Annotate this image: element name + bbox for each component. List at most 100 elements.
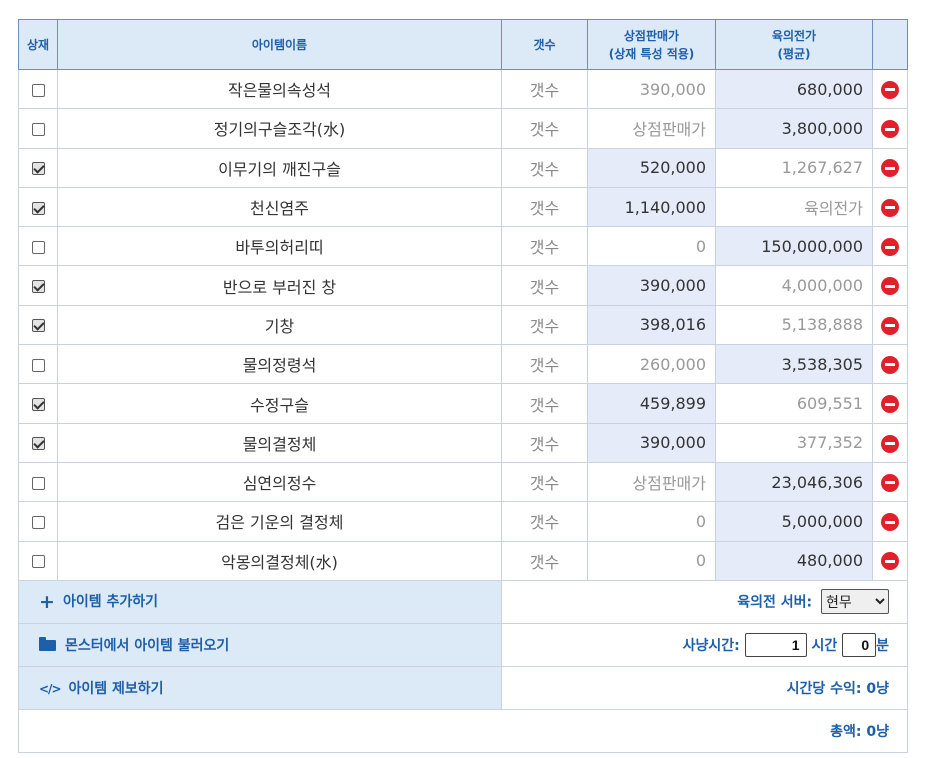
remove-circle-icon[interactable] xyxy=(881,473,899,492)
load-from-monster-button[interactable]: 몬스터에서 아이템 불러오기 xyxy=(18,622,502,667)
shop-price-input[interactable]: 390,000 xyxy=(587,422,716,463)
header-shop-price-note: (상재 특성 적용) xyxy=(608,46,695,61)
remove-circle-icon[interactable] xyxy=(881,434,899,453)
shop-price-input[interactable]: 0 xyxy=(587,540,716,581)
shop-trait-checkbox[interactable] xyxy=(31,319,45,333)
shop-price-input[interactable]: 398,016 xyxy=(587,304,716,346)
table-row: 심연의정수 갯수 상점판매가 23,046,306 xyxy=(18,461,908,503)
market-price-input[interactable]: 3,538,305 xyxy=(715,344,873,385)
count-input[interactable]: 갯수 xyxy=(501,344,588,385)
row-checkbox-cell xyxy=(18,344,58,385)
row-checkbox-cell xyxy=(18,68,58,110)
item-name: 이무기의 깨진구슬 xyxy=(57,147,502,188)
market-price-input[interactable]: 609,551 xyxy=(715,383,873,424)
shop-price-input[interactable]: 260,000 xyxy=(587,344,716,385)
count-input[interactable]: 갯수 xyxy=(501,265,588,306)
delete-cell xyxy=(872,147,908,188)
count-input[interactable]: 갯수 xyxy=(501,108,588,149)
count-input[interactable]: 갯수 xyxy=(501,304,588,346)
item-table: 상재 아이템이름 갯수 상점판매가 (상재 특성 적용) 육의전가 (평균) 작… xyxy=(18,19,908,581)
market-price-input[interactable]: 680,000 xyxy=(715,68,873,110)
remove-circle-icon[interactable] xyxy=(881,80,899,99)
market-price-input[interactable]: 5,138,888 xyxy=(715,304,873,346)
market-price-input[interactable]: 1,267,627 xyxy=(715,147,873,188)
count-input[interactable]: 갯수 xyxy=(501,422,588,463)
remove-circle-icon[interactable] xyxy=(881,316,899,335)
count-input[interactable]: 갯수 xyxy=(501,501,588,542)
count-input[interactable]: 갯수 xyxy=(501,226,588,267)
code-icon: </> xyxy=(39,681,61,696)
remove-circle-icon[interactable] xyxy=(881,159,899,178)
shop-trait-checkbox[interactable] xyxy=(31,83,45,97)
item-name: 물의결정체 xyxy=(57,422,502,463)
count-input[interactable]: 갯수 xyxy=(501,461,588,503)
shop-price-input[interactable]: 0 xyxy=(587,226,716,267)
delete-cell xyxy=(872,344,908,385)
minutes-label: 분 xyxy=(876,637,889,654)
shop-trait-checkbox[interactable] xyxy=(31,437,45,451)
delete-cell xyxy=(872,108,908,149)
remove-circle-icon[interactable] xyxy=(881,513,899,532)
add-item-label: 아이템 추가하기 xyxy=(63,593,159,610)
remove-circle-icon[interactable] xyxy=(881,395,899,414)
market-price-input[interactable]: 23,046,306 xyxy=(715,461,873,503)
row-checkbox-cell xyxy=(18,461,58,503)
item-calculator: 상재 아이템이름 갯수 상점판매가 (상재 특성 적용) 육의전가 (평균) 작… xyxy=(18,19,908,753)
shop-trait-checkbox[interactable] xyxy=(31,201,45,215)
count-input[interactable]: 갯수 xyxy=(501,540,588,581)
delete-cell xyxy=(872,265,908,306)
shop-trait-checkbox[interactable] xyxy=(31,398,45,412)
count-input[interactable]: 갯수 xyxy=(501,147,588,188)
market-price-input[interactable]: 150,000,000 xyxy=(715,226,873,267)
server-select[interactable]: 현무 xyxy=(821,589,889,615)
shop-trait-checkbox[interactable] xyxy=(31,476,45,490)
market-price-input[interactable]: 5,000,000 xyxy=(715,501,873,542)
shop-trait-checkbox[interactable] xyxy=(31,162,45,176)
delete-cell xyxy=(872,461,908,503)
report-item-button[interactable]: </> 아이템 제보하기 xyxy=(18,665,502,710)
market-price-input[interactable]: 4,000,000 xyxy=(715,265,873,306)
shop-price-input[interactable]: 상점판매가 xyxy=(587,461,716,503)
remove-circle-icon[interactable] xyxy=(881,355,899,374)
remove-circle-icon[interactable] xyxy=(881,277,899,296)
add-item-button[interactable]: + 아이템 추가하기 xyxy=(18,579,502,624)
shop-trait-checkbox[interactable] xyxy=(31,280,45,294)
header-count: 갯수 xyxy=(501,19,588,70)
shop-trait-checkbox[interactable] xyxy=(31,358,45,372)
hours-label: 시간 xyxy=(811,637,838,654)
shop-trait-checkbox[interactable] xyxy=(31,555,45,569)
market-price-input[interactable]: 육의전가 xyxy=(715,186,873,228)
shop-price-input[interactable]: 520,000 xyxy=(587,147,716,188)
shop-price-input[interactable]: 0 xyxy=(587,501,716,542)
row-checkbox-cell xyxy=(18,383,58,424)
shop-trait-checkbox[interactable] xyxy=(31,515,45,529)
minutes-input[interactable] xyxy=(842,632,877,657)
report-item-label: 아이템 제보하기 xyxy=(68,680,164,697)
remove-circle-icon[interactable] xyxy=(881,198,899,217)
shop-trait-checkbox[interactable] xyxy=(31,122,45,136)
remove-circle-icon[interactable] xyxy=(881,120,899,139)
table-row: 검은 기운의 결정체 갯수 0 5,000,000 xyxy=(18,501,908,542)
shop-price-input[interactable]: 459,899 xyxy=(587,383,716,424)
count-input[interactable]: 갯수 xyxy=(501,186,588,228)
row-checkbox-cell xyxy=(18,147,58,188)
shop-price-input[interactable]: 1,140,000 xyxy=(587,186,716,228)
delete-cell xyxy=(872,304,908,346)
count-input[interactable]: 갯수 xyxy=(501,383,588,424)
market-price-input[interactable]: 377,352 xyxy=(715,422,873,463)
remove-circle-icon[interactable] xyxy=(881,552,899,571)
remove-circle-icon[interactable] xyxy=(881,238,899,257)
server-label: 육의전 서버: xyxy=(737,594,813,611)
market-price-input[interactable]: 3,800,000 xyxy=(715,108,873,149)
table-row: 이무기의 깨진구슬 갯수 520,000 1,267,627 xyxy=(18,147,908,188)
shop-price-input[interactable]: 390,000 xyxy=(587,265,716,306)
total-amount: 총액: 0냥 xyxy=(18,708,908,753)
table-row: 기창 갯수 398,016 5,138,888 xyxy=(18,304,908,346)
shop-price-input[interactable]: 390,000 xyxy=(587,68,716,110)
hours-input[interactable] xyxy=(744,632,807,657)
count-input[interactable]: 갯수 xyxy=(501,68,588,110)
shop-trait-checkbox[interactable] xyxy=(31,240,45,254)
item-name: 정기의구슬조각(水) xyxy=(57,108,502,149)
market-price-input[interactable]: 480,000 xyxy=(715,540,873,581)
shop-price-input[interactable]: 상점판매가 xyxy=(587,108,716,149)
